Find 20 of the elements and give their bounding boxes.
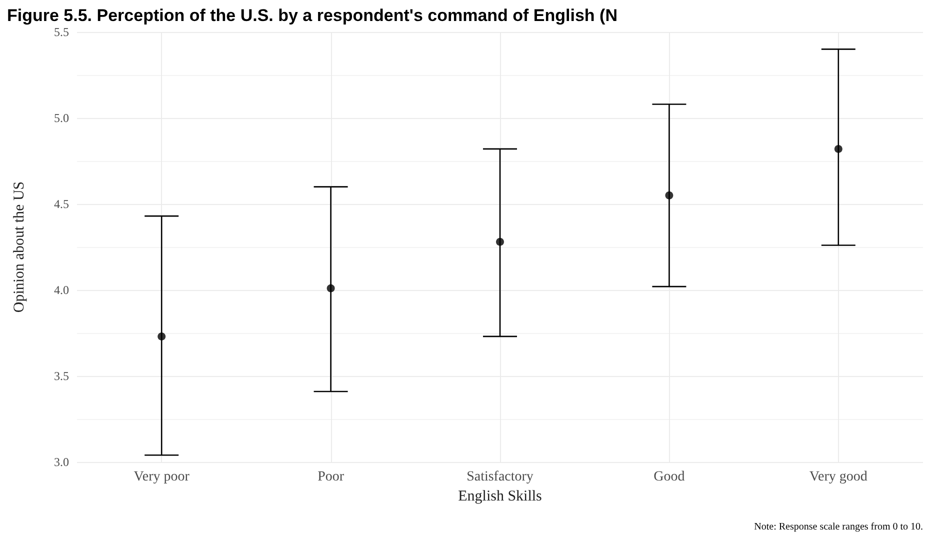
y-tick-label: 5.0 xyxy=(54,111,69,125)
x-tick-label: Good xyxy=(654,470,685,484)
point xyxy=(665,191,674,200)
chart-title: Figure 5.5. Perception of the U.S. by a respondent's command of English (N xyxy=(7,6,618,25)
point xyxy=(326,284,335,292)
x-tick-label: Poor xyxy=(318,470,344,484)
point xyxy=(834,144,842,153)
x-tick-label: Very good xyxy=(809,470,868,484)
y-tick-label: 3.5 xyxy=(54,369,69,383)
y-tick-label: 4.0 xyxy=(54,283,69,297)
y-tick-label: 5.5 xyxy=(54,25,69,39)
y-axis-title: Opinion about the US xyxy=(12,181,28,313)
x-axis-title: English Skills xyxy=(458,488,542,504)
point xyxy=(158,332,166,340)
point xyxy=(496,238,504,246)
text: Note: Response scale ranges from 0 to 10. xyxy=(754,522,924,532)
x-tick-label: Very poor xyxy=(134,470,190,484)
y-tick-label: 3.0 xyxy=(54,455,69,469)
y-tick-label: 4.5 xyxy=(54,197,69,211)
x-tick-label: Satisfactory xyxy=(466,470,534,484)
